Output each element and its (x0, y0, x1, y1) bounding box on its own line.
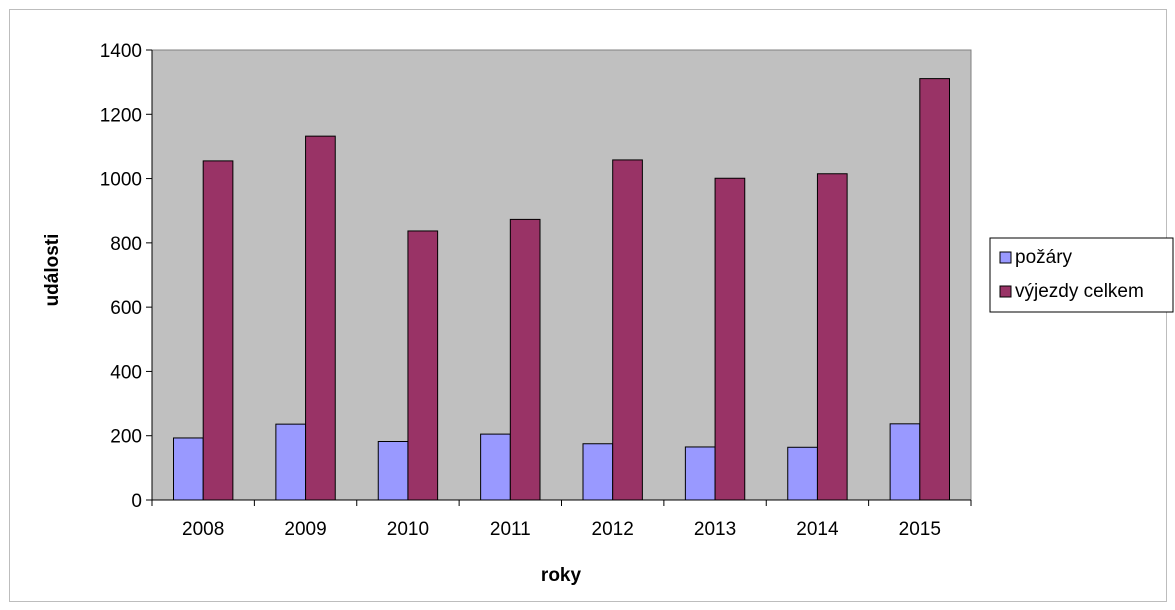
plot-area (151, 49, 972, 501)
bar-series-0-2014 (787, 446, 818, 501)
legend-swatch-0 (999, 251, 1012, 264)
y-axis-title: události (42, 234, 63, 307)
y-tick-label: 800 (110, 234, 142, 255)
x-axis-title: roky (541, 565, 582, 586)
legend: požáry výjezdy celkem (989, 237, 1174, 313)
bar-series-0-2009 (275, 423, 307, 501)
bar-series-1-2010 (407, 230, 439, 501)
legend-swatch-1 (999, 285, 1012, 298)
bar-series-1-2012 (612, 159, 643, 501)
legend-label-0: požáry (1015, 247, 1073, 268)
bar-series-1-2015 (919, 78, 951, 501)
x-tick-label: 2013 (694, 519, 736, 540)
bar-series-1-2008 (202, 160, 234, 501)
bar-series-0-2015 (889, 423, 921, 501)
x-tick-label: 2011 (490, 519, 531, 540)
y-tick-label: 0 (131, 491, 142, 512)
y-tick-label: 1200 (100, 105, 142, 126)
y-axis-ticks: 0 200 400 600 800 1000 1200 1400 (100, 41, 152, 512)
bar-series-1-2011 (509, 218, 541, 501)
bars-group (172, 78, 951, 501)
bar-series-1-2009 (305, 135, 336, 501)
legend-label-1: výjezdy celkem (1015, 281, 1144, 302)
x-tick-label: 2015 (899, 519, 941, 540)
bar-series-0-2012 (582, 443, 614, 501)
x-tick-label: 2012 (592, 519, 634, 540)
y-tick-label: 400 (110, 362, 142, 383)
legend-box (989, 237, 1174, 313)
x-tick-label: 2014 (796, 519, 839, 540)
bar-series-0-2008 (172, 437, 204, 501)
bar-series-1-2014 (816, 173, 848, 501)
bar-series-0-2013 (684, 446, 716, 501)
x-tick-label: 2008 (182, 519, 224, 540)
x-axis-ticks: 2008 2009 2010 2011 2012 2013 2014 2015 (151, 500, 972, 540)
x-tick-label: 2010 (387, 519, 429, 540)
bar-series-0-2010 (377, 441, 409, 501)
y-tick-label: 600 (110, 298, 142, 319)
bar-series-0-2011 (480, 433, 511, 501)
y-tick-label: 1400 (100, 41, 142, 62)
bar-series-1-2013 (714, 177, 746, 501)
y-tick-label: 200 (110, 427, 142, 448)
y-tick-label: 1000 (100, 170, 142, 191)
x-tick-label: 2009 (284, 519, 326, 540)
